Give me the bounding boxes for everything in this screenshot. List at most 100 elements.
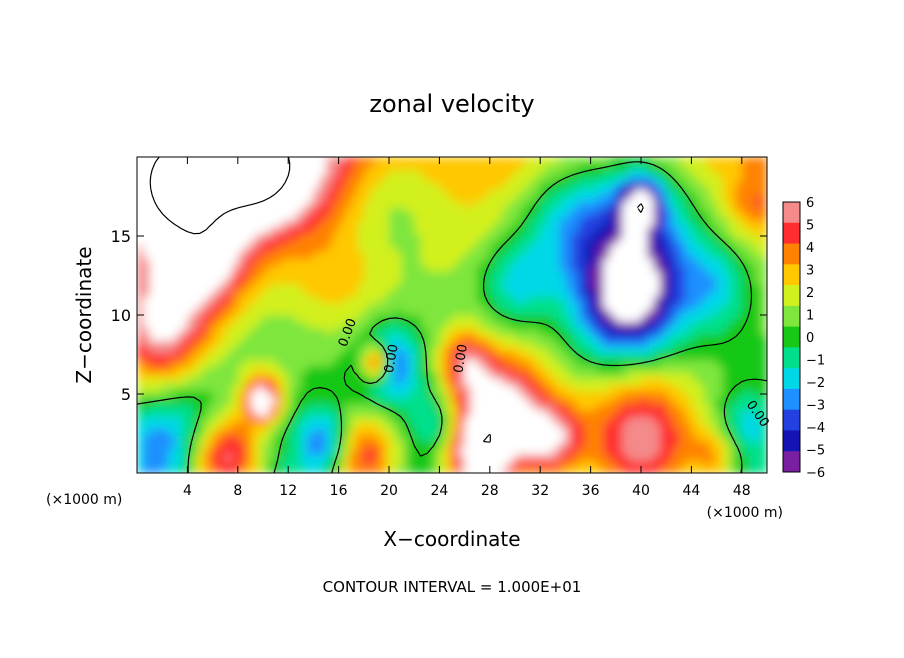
heatmap-cell (200, 333, 207, 341)
heatmap-cell (319, 390, 327, 398)
heatmap-cell (590, 302, 598, 310)
heatmap-cell (401, 403, 409, 411)
heatmap-cell (149, 308, 157, 316)
heatmap-cell (571, 340, 579, 348)
heatmap-cell (741, 428, 749, 436)
heatmap-cell (294, 346, 302, 354)
heatmap-cell (269, 390, 277, 398)
heatmap-cell (370, 239, 377, 247)
heatmap-cell (641, 327, 648, 335)
heatmap-cell (754, 296, 762, 303)
heatmap-cell (307, 352, 314, 360)
heatmap-cell (615, 213, 623, 221)
heatmap-cell (313, 346, 321, 354)
heatmap-cell (414, 213, 422, 221)
heatmap-cell (546, 182, 554, 190)
heatmap-cell (137, 296, 144, 303)
heatmap-cell (609, 454, 617, 461)
heatmap-cell (502, 365, 510, 373)
heatmap-cell (395, 384, 403, 392)
heatmap-cell (483, 352, 491, 360)
heatmap-cell (357, 207, 365, 215)
heatmap-cell (622, 466, 629, 473)
heatmap-cell (716, 435, 724, 442)
heatmap-cell (722, 258, 730, 266)
heatmap-cell (414, 308, 422, 316)
heatmap-cell (571, 194, 579, 202)
heatmap-cell (225, 365, 233, 373)
heatmap-cell (351, 169, 359, 177)
heatmap-cell (269, 346, 277, 354)
heatmap-cell (722, 359, 730, 367)
heatmap-cell (502, 466, 510, 473)
heatmap-cell (653, 201, 661, 209)
heatmap-cell (357, 315, 365, 322)
heatmap-cell (313, 428, 321, 436)
heatmap-cell (250, 226, 258, 234)
heatmap-cell (710, 258, 718, 266)
heatmap-cell (540, 435, 548, 442)
heatmap-cell (344, 296, 352, 303)
heatmap-cell (344, 258, 352, 266)
heatmap-cell (452, 466, 459, 473)
heatmap-cell (338, 409, 346, 417)
heatmap-cell (672, 403, 680, 411)
heatmap-cell (735, 346, 743, 354)
heatmap-cell (603, 416, 611, 424)
heatmap-cell (748, 194, 755, 202)
heatmap-cell (729, 188, 737, 196)
heatmap-cell (685, 302, 692, 310)
heatmap-cell (603, 371, 611, 379)
heatmap-cell (300, 466, 308, 473)
heatmap-cell (445, 384, 453, 392)
heatmap-cell (502, 169, 510, 177)
heatmap-cell (338, 441, 346, 449)
heatmap-cell (370, 365, 377, 373)
heatmap-cell (533, 188, 541, 196)
heatmap-cell (584, 201, 592, 209)
heatmap-cell (647, 346, 655, 354)
heatmap-cell (540, 220, 548, 228)
heatmap-cell (395, 194, 403, 202)
heatmap-cell (634, 226, 642, 234)
heatmap-cell (710, 352, 718, 360)
heatmap-cell (489, 447, 497, 455)
heatmap-cell (433, 454, 440, 461)
heatmap-cell (143, 163, 151, 171)
heatmap-cell (407, 441, 415, 449)
heatmap-cell (281, 201, 289, 209)
heatmap-cell (168, 327, 176, 335)
heatmap-cell (710, 270, 718, 278)
heatmap-cell (326, 226, 333, 234)
heatmap-cell (477, 188, 485, 196)
heatmap-cell (275, 327, 283, 335)
heatmap-cell (502, 403, 510, 411)
heatmap-cell (685, 346, 692, 354)
heatmap-cell (722, 371, 730, 379)
heatmap-cell (628, 371, 636, 379)
heatmap-cell (168, 359, 176, 367)
heatmap-cells (137, 157, 767, 473)
heatmap-cell (458, 466, 466, 473)
heatmap-cell (659, 422, 667, 430)
heatmap-cell (445, 245, 453, 253)
heatmap-cell (256, 466, 264, 473)
heatmap-cell (615, 169, 623, 177)
heatmap-cell (653, 352, 661, 360)
heatmap-cell (470, 460, 478, 468)
heatmap-cell (754, 435, 762, 442)
heatmap-cell (344, 340, 352, 348)
heatmap-field (137, 157, 767, 473)
heatmap-cell (395, 201, 403, 209)
heatmap-cell (540, 428, 548, 436)
heatmap-cell (269, 416, 277, 424)
heatmap-cell (704, 384, 711, 392)
heatmap-cell (155, 175, 163, 183)
heatmap-cell (187, 390, 195, 398)
heatmap-cell (653, 226, 661, 234)
heatmap-cell (206, 251, 214, 259)
heatmap-cell (722, 220, 730, 228)
heatmap-cell (439, 175, 447, 183)
heatmap-cell (527, 378, 535, 386)
heatmap-cell (754, 188, 762, 196)
